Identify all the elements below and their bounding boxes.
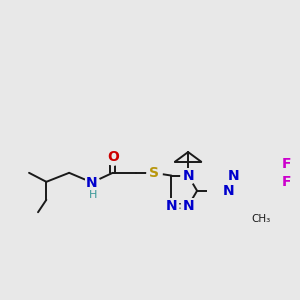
Text: F: F: [282, 157, 292, 171]
Text: N: N: [182, 169, 194, 183]
Text: N: N: [182, 199, 194, 213]
Text: O: O: [107, 150, 119, 164]
Text: F: F: [282, 175, 292, 189]
Text: N: N: [86, 176, 98, 190]
Text: CH₃: CH₃: [252, 214, 271, 224]
Text: S: S: [148, 166, 158, 180]
Text: N: N: [228, 169, 239, 183]
Text: N: N: [222, 184, 234, 198]
Text: N: N: [166, 199, 177, 213]
Text: H: H: [88, 190, 97, 200]
